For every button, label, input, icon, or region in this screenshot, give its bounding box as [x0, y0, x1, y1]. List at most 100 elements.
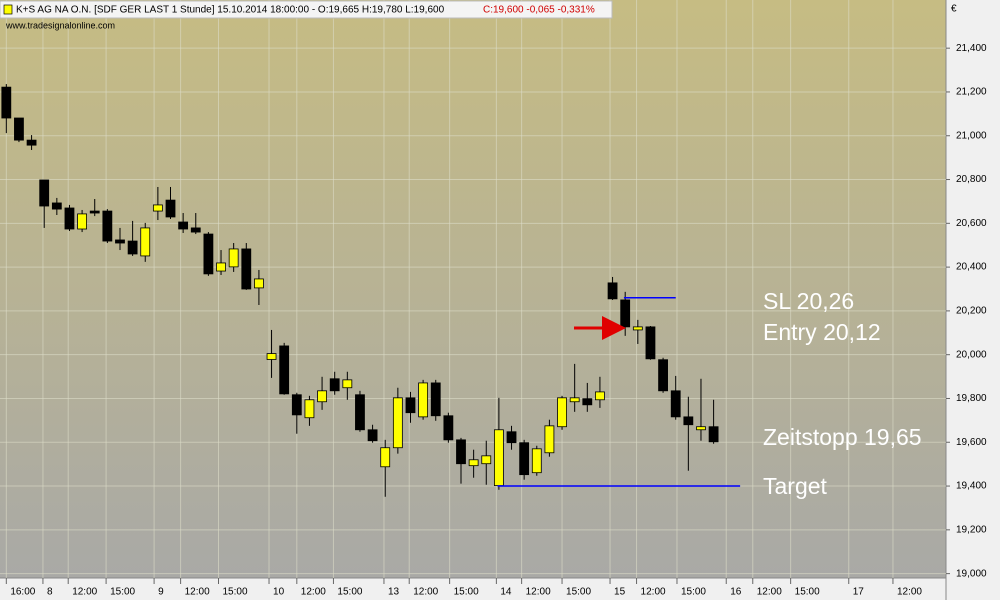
candle-body [64, 207, 75, 230]
candle-body [317, 390, 327, 403]
candle-body [544, 425, 555, 454]
candle-body [291, 394, 302, 416]
candle-body [658, 359, 668, 392]
x-tick-label: 12:00 [413, 587, 438, 598]
annotation: Target [763, 473, 828, 499]
candle-body [254, 278, 264, 289]
annotation: Zeitstopp 19,65 [763, 424, 922, 450]
candle-body [241, 248, 252, 290]
candle-body [203, 233, 214, 275]
candle-body [468, 459, 479, 467]
x-tick-label: 12:00 [757, 587, 782, 598]
x-tick-label: 15:00 [223, 587, 248, 598]
y-tick-label: 20,800 [956, 174, 987, 185]
x-tick-label: 16:00 [10, 587, 35, 598]
candle-body [342, 379, 353, 389]
candle-body [14, 117, 24, 141]
x-tick-label: 15:00 [795, 587, 820, 598]
candle-body [228, 248, 239, 268]
watermark: www.tradesignalonline.com [5, 20, 115, 30]
candle-body [683, 416, 694, 426]
x-tick-label: 8 [47, 587, 53, 598]
header-title: K+S AG NA O.N. [SDF GER LAST 1 Stunde] 1… [16, 5, 445, 16]
candle-body [329, 378, 340, 392]
y-tick-label: 21,400 [956, 43, 987, 54]
x-tick-label: 15:00 [681, 587, 706, 598]
candle-body [115, 239, 125, 244]
x-tick-label: 12:00 [641, 587, 666, 598]
candle-body [430, 382, 441, 417]
header-change: C:19,600 -0,065 -0,331% [483, 5, 595, 16]
candle-body [190, 227, 201, 233]
candle-body [355, 394, 365, 431]
header-icon [3, 4, 13, 15]
candle-body [279, 345, 290, 395]
header-box [0, 0, 613, 19]
y-tick-label: 20,000 [956, 349, 987, 360]
candle-body [506, 431, 517, 444]
candle-body [165, 199, 176, 218]
candle-body [380, 447, 391, 468]
candle-body [304, 399, 315, 419]
x-tick-label: 12:00 [301, 587, 326, 598]
candle-body [607, 282, 618, 300]
x-tick-label: 15:00 [454, 587, 479, 598]
y-tick-label: 19,200 [956, 524, 987, 535]
candle-body [152, 204, 163, 212]
plot-area [0, 0, 946, 578]
candle-body [418, 382, 429, 418]
candle-body [443, 415, 454, 441]
marks [1, 84, 719, 497]
candle-body [102, 210, 113, 242]
y-tick-label: 19,600 [956, 437, 987, 448]
y-tick-label: 20,400 [956, 262, 987, 273]
x-tick-label: 13 [388, 587, 400, 598]
candle-body [632, 326, 643, 331]
candle-body [456, 439, 466, 465]
candle-body [708, 426, 719, 443]
x-tick-label: 16 [730, 587, 742, 598]
candle-body [51, 202, 62, 210]
annotation: SL 20,26 [763, 288, 854, 314]
x-tick-label: 12:00 [526, 587, 551, 598]
y-tick-label: 21,000 [956, 130, 987, 141]
x-tick-label: 10 [273, 587, 285, 598]
x-tick-label: 9 [158, 587, 164, 598]
candle-body [405, 397, 416, 414]
candle-body [557, 397, 567, 428]
candle-body [392, 397, 403, 449]
candle-body [1, 86, 12, 119]
annotation: Entry 20,12 [763, 319, 881, 345]
candle-body [26, 139, 37, 146]
candle-body [670, 390, 681, 418]
x-tick-label: 15:00 [566, 587, 591, 598]
y-tick-label: 20,200 [956, 306, 987, 317]
candle-body [39, 179, 50, 207]
grid [0, 0, 946, 578]
candle-body [645, 326, 656, 360]
x-tick-label: 17 [853, 587, 865, 598]
candle-body [367, 429, 378, 442]
y-tick-label: 19,800 [956, 393, 987, 404]
candle-body [266, 353, 277, 360]
y-tick-label: 20,600 [956, 218, 987, 229]
y-tick-label: 19,400 [956, 481, 987, 492]
candle-body [140, 227, 151, 257]
x-tick-label: 14 [500, 587, 512, 598]
y-tick-label: 21,200 [956, 87, 987, 98]
candle-body [620, 299, 631, 328]
candle-body [89, 210, 100, 214]
candle-body [531, 448, 542, 474]
candle-body [582, 398, 593, 406]
x-tick-label: 12:00 [185, 587, 210, 598]
candle-body [127, 240, 138, 255]
currency: € [951, 4, 957, 15]
candle-body [569, 397, 580, 403]
candle-body [519, 442, 530, 476]
x-tick-label: 12:00 [72, 587, 97, 598]
x-tick-label: 15:00 [337, 587, 362, 598]
candle-body [178, 221, 189, 230]
x-tick-label: 15:00 [110, 587, 135, 598]
y-tick-label: 19,000 [956, 568, 987, 579]
